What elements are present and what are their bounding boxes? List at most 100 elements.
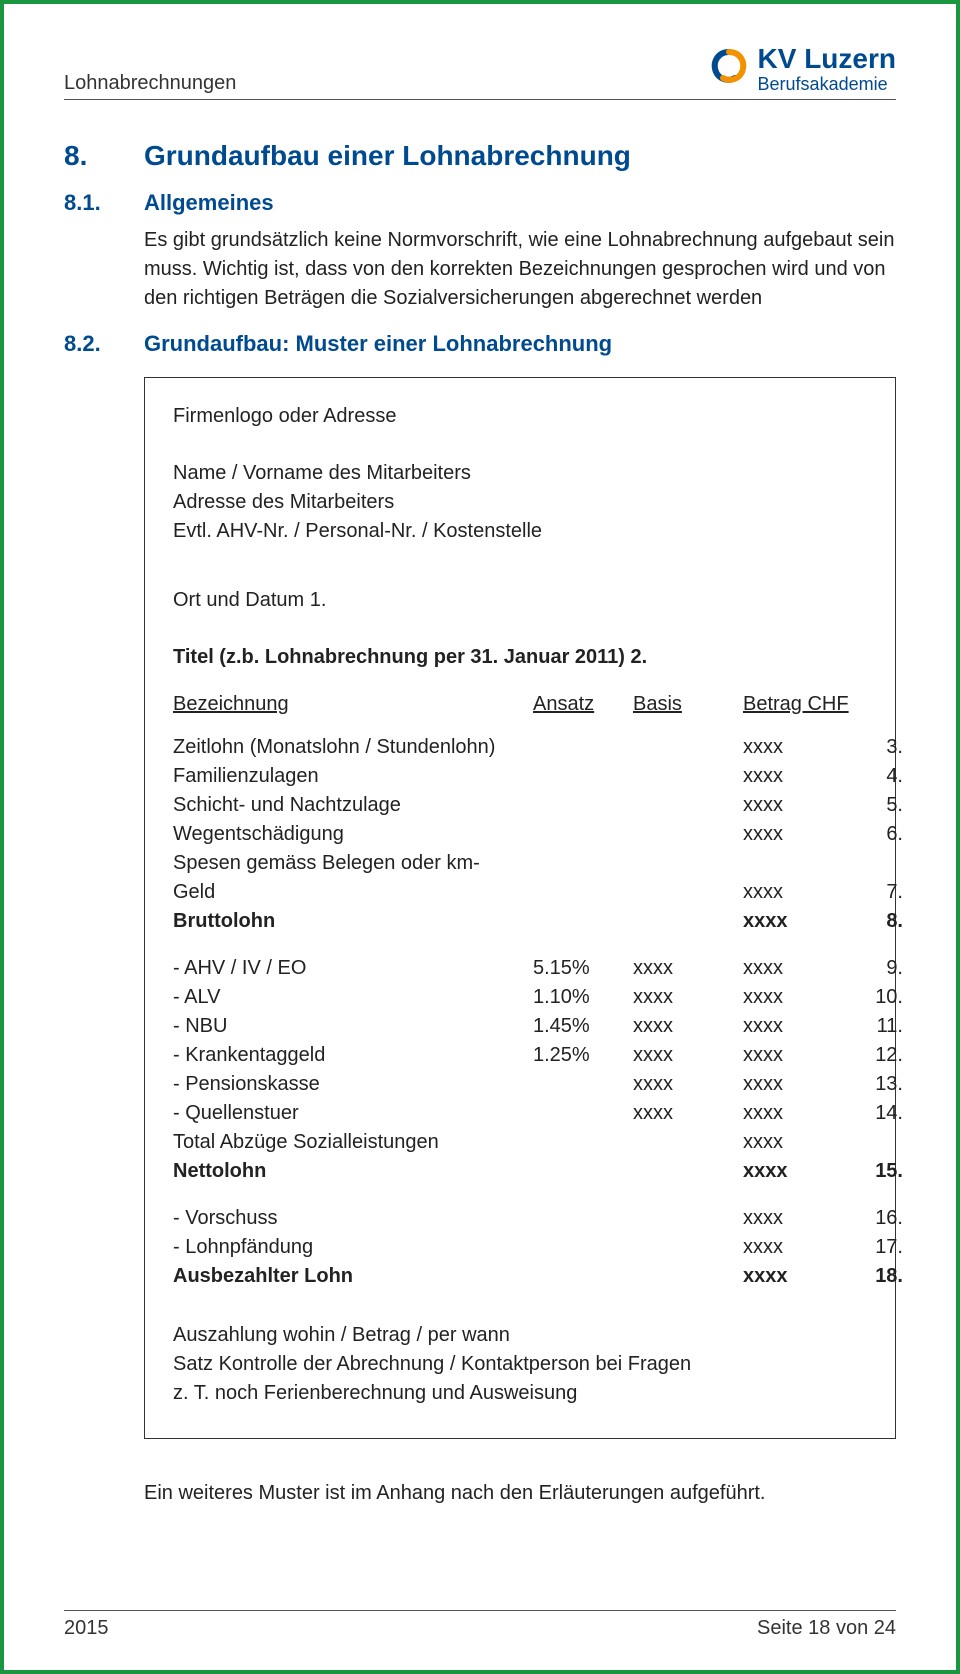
logo: KV Luzern Berufsakademie <box>708 44 896 95</box>
cell-num: 16. <box>863 1204 903 1233</box>
line: Satz Kontrolle der Abrechnung / Kontaktp… <box>173 1350 867 1379</box>
cell-desc: - Quellenstuer <box>173 1099 533 1128</box>
cell-num: 17. <box>863 1233 903 1262</box>
cell-betrag: xxxx <box>743 907 863 936</box>
cell-num: 13. <box>863 1070 903 1099</box>
cell-basis: xxxx <box>633 1099 743 1128</box>
cell-num: 7. <box>863 878 903 907</box>
cell-num <box>863 849 903 878</box>
table-group-payout: - Vorschussxxxx16.- Lohnpfändungxxxx17.A… <box>173 1204 867 1291</box>
cell-betrag <box>743 849 863 878</box>
cell-betrag: xxxx <box>743 1233 863 1262</box>
heading-1: 8. Grundaufbau einer Lohnabrechnung <box>64 140 896 172</box>
cell-betrag: xxxx <box>743 791 863 820</box>
cell-desc: Nettolohn <box>173 1157 533 1186</box>
table-row: - Vorschussxxxx16. <box>173 1204 867 1233</box>
cell-betrag: xxxx <box>743 983 863 1012</box>
line: Auszahlung wohin / Betrag / per wann <box>173 1321 867 1350</box>
cell-desc: Wegentschädigung <box>173 820 533 849</box>
col-header <box>863 690 903 719</box>
h2-text: Grundaufbau: Muster einer Lohnabrechnung <box>144 331 612 357</box>
cell-basis: xxxx <box>633 1070 743 1099</box>
cell-desc: Familienzulagen <box>173 762 533 791</box>
col-header: Betrag CHF <box>743 690 863 719</box>
cell-ansatz <box>533 820 633 849</box>
cell-ansatz <box>533 1099 633 1128</box>
template-employee-block: Name / Vorname des Mitarbeiters Adresse … <box>173 459 867 546</box>
cell-ansatz <box>533 733 633 762</box>
cell-betrag: xxxx <box>743 1070 863 1099</box>
h2-number: 8.1. <box>64 190 114 216</box>
cell-basis: xxxx <box>633 1012 743 1041</box>
table-row: Wegentschädigungxxxx6. <box>173 820 867 849</box>
cell-ansatz <box>533 1204 633 1233</box>
table-row: Bruttolohnxxxx8. <box>173 907 867 936</box>
h1-number: 8. <box>64 140 114 172</box>
table-row: Schicht- und Nachtzulagexxxx5. <box>173 791 867 820</box>
line: Firmenlogo oder Adresse <box>173 402 867 431</box>
cell-num <box>863 1128 903 1157</box>
doc-title: Lohnabrechnungen <box>64 72 236 95</box>
table-row: Familienzulagenxxxx4. <box>173 762 867 791</box>
page-content: 8. Grundaufbau einer Lohnabrechnung 8.1.… <box>64 140 896 1580</box>
cell-basis <box>633 849 743 878</box>
cell-betrag: xxxx <box>743 1204 863 1233</box>
cell-ansatz: 5.15% <box>533 954 633 983</box>
cell-num: 10. <box>863 983 903 1012</box>
cell-betrag: xxxx <box>743 954 863 983</box>
line: Evtl. AHV-Nr. / Personal-Nr. / Kostenste… <box>173 517 867 546</box>
cell-basis <box>633 1128 743 1157</box>
cell-ansatz <box>533 907 633 936</box>
page-footer: 2015 Seite 18 von 24 <box>64 1610 896 1640</box>
cell-ansatz: 1.25% <box>533 1041 633 1070</box>
table-header: Bezeichnung Ansatz Basis Betrag CHF <box>173 690 867 719</box>
cell-num: 6. <box>863 820 903 849</box>
table-row: Total Abzüge Sozialleistungenxxxx <box>173 1128 867 1157</box>
col-header: Ansatz <box>533 690 633 719</box>
table-row: - Krankentaggeld1.25%xxxxxxxx12. <box>173 1041 867 1070</box>
template-header-block: Firmenlogo oder Adresse <box>173 402 867 431</box>
cell-desc: - Vorschuss <box>173 1204 533 1233</box>
cell-basis <box>633 733 743 762</box>
cell-betrag: xxxx <box>743 1157 863 1186</box>
cell-desc: - ALV <box>173 983 533 1012</box>
h1-text: Grundaufbau einer Lohnabrechnung <box>144 140 631 172</box>
table-group-income: Zeitlohn (Monatslohn / Stundenlohn)xxxx3… <box>173 733 867 936</box>
cell-betrag: xxxx <box>743 733 863 762</box>
line: Name / Vorname des Mitarbeiters <box>173 459 867 488</box>
cell-num: 3. <box>863 733 903 762</box>
cell-num: 14. <box>863 1099 903 1128</box>
cell-betrag: xxxx <box>743 820 863 849</box>
cell-ansatz <box>533 1128 633 1157</box>
table-row: - Pensionskassexxxxxxxx13. <box>173 1070 867 1099</box>
paragraph-81: Es gibt grundsätzlich keine Normvorschri… <box>144 226 896 313</box>
table-row: Ausbezahlter Lohnxxxx18. <box>173 1262 867 1291</box>
logo-main: KV Luzern <box>758 44 896 75</box>
table-row: - Lohnpfändungxxxx17. <box>173 1233 867 1262</box>
template-title: Titel (z.b. Lohnabrechnung per 31. Janua… <box>173 643 867 672</box>
cell-betrag: xxxx <box>743 1262 863 1291</box>
footer-year: 2015 <box>64 1617 109 1640</box>
h2-text: Allgemeines <box>144 190 274 216</box>
footer-page: Seite 18 von 24 <box>757 1617 896 1640</box>
cell-num: 5. <box>863 791 903 820</box>
cell-ansatz <box>533 878 633 907</box>
cell-desc: Schicht- und Nachtzulage <box>173 791 533 820</box>
cell-basis <box>633 1262 743 1291</box>
cell-ansatz <box>533 1262 633 1291</box>
cell-desc: Ausbezahlter Lohn <box>173 1262 533 1291</box>
line: z. T. noch Ferienberechnung und Ausweisu… <box>173 1379 867 1408</box>
table-row: Nettolohnxxxx15. <box>173 1157 867 1186</box>
paragraph-after-box: Ein weiteres Muster ist im Anhang nach d… <box>144 1479 896 1508</box>
line: Ort und Datum 1. <box>173 586 867 615</box>
cell-basis: xxxx <box>633 983 743 1012</box>
document-page: Lohnabrechnungen KV Luzern Berufsakademi… <box>4 4 956 1670</box>
cell-betrag: xxxx <box>743 1099 863 1128</box>
page-header: Lohnabrechnungen KV Luzern Berufsakademi… <box>64 44 896 100</box>
cell-desc: Bruttolohn <box>173 907 533 936</box>
template-box: Firmenlogo oder Adresse Name / Vorname d… <box>144 377 896 1439</box>
cell-basis: xxxx <box>633 1041 743 1070</box>
table-row: Spesen gemäss Belegen oder km- <box>173 849 867 878</box>
cell-betrag: xxxx <box>743 1041 863 1070</box>
cell-desc: Geld <box>173 878 533 907</box>
